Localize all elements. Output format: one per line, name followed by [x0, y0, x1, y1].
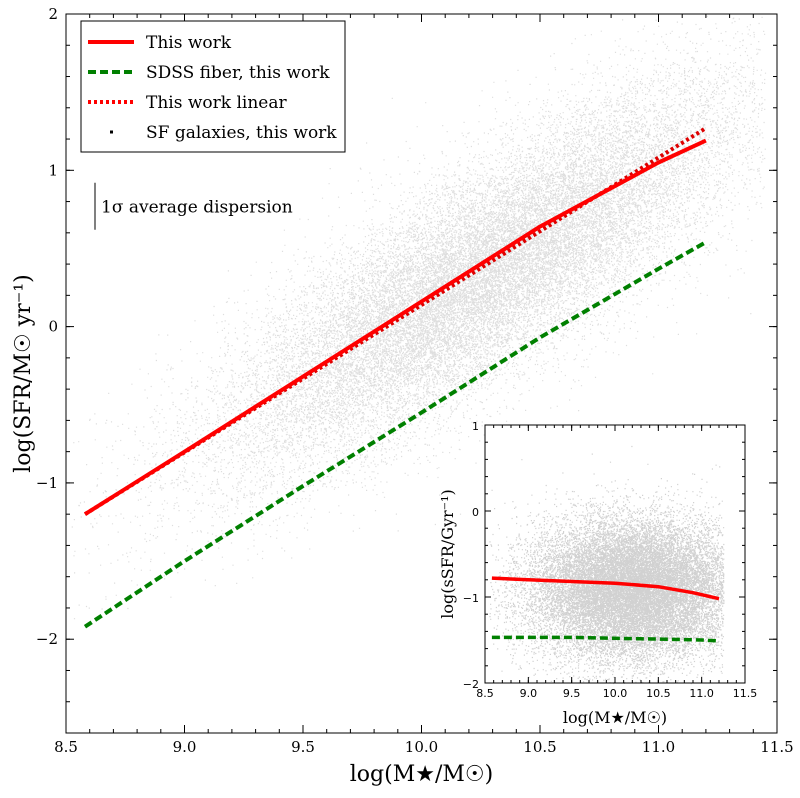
legend-marker: [110, 130, 113, 134]
main-panel: 8.5 9.0 9.5 10.0 10.5 11.0 11.5 −2 −1 0 1 2 log(M★/…: [11, 5, 794, 787]
main-x-tick-label: 11.0: [642, 738, 675, 756]
legend-label: This work: [146, 33, 232, 53]
legend-item-this-work: This work: [88, 33, 232, 53]
main-y-tick-label: −1: [36, 474, 58, 492]
inset-y-tick-label: −1: [463, 592, 479, 605]
legend: This work SDSS fiber, this work This work …: [80, 20, 346, 153]
main-x-tick-label: 9.0: [173, 738, 197, 756]
main-series-sdss-fiber-this-work: [83, 240, 707, 629]
main-scatter-cloud: [71, 15, 767, 620]
main-y-tick-label: 1: [48, 161, 58, 179]
inset-series-this-work: [491, 576, 720, 601]
inset-scatter-cloud: [489, 445, 725, 685]
inset-x-tick-label: 8.5: [476, 687, 494, 700]
main-series-lines: [83, 126, 707, 629]
main-y-axis-label: log(SFR/M☉ yr⁻¹): [11, 274, 36, 472]
inset-x-tick-label: 10.5: [646, 687, 671, 700]
legend-item-sdss-fiber-this-work: SDSS fiber, this work: [88, 63, 330, 83]
main-scatter-points: [71, 15, 767, 620]
dispersion-label: 1σ average dispersion: [101, 197, 293, 217]
main-x-tick-label: 9.5: [291, 738, 315, 756]
main-y-tick-label: 2: [48, 5, 58, 23]
main-x-tick-label: 8.5: [54, 738, 78, 756]
main-x-axis-label: log(M★/M☉): [350, 762, 493, 787]
main-axis-ticks: 8.5 9.0 9.5 10.0 10.5 11.0 11.5 −2 −1 0 1 2: [36, 5, 794, 756]
main-x-tick-label: 10.0: [405, 738, 438, 756]
inset-x-tick-label: 9.0: [520, 687, 538, 700]
legend-label: SDSS fiber, this work: [146, 63, 330, 83]
legend-label: SF galaxies, this work: [146, 123, 337, 143]
inset-axis-ticks: 8.5 9.0 9.5 10.0 10.5 11.0 11.5 −2 −1 0 1: [463, 420, 757, 700]
legend-item-this-work-linear: This work linear: [88, 93, 287, 113]
inset-y-tick-label: −2: [463, 678, 479, 691]
main-x-tick-label: 10.5: [523, 738, 556, 756]
inset-y-axis-label: log(sSFR/Gyr⁻¹): [438, 489, 457, 619]
inset-scatter-points: [489, 445, 725, 685]
main-y-tick-label: 0: [48, 318, 58, 336]
inset-series-lines: [491, 576, 720, 643]
main-x-tick-label: 11.5: [760, 738, 793, 756]
inset-y-tick-label: 0: [472, 506, 479, 519]
legend-item-sf-galaxies-this-work: SF galaxies, this work: [110, 123, 337, 143]
inset-x-tick-label: 9.5: [563, 687, 581, 700]
inset-panel: 8.5 9.0 9.5 10.0 10.5 11.0 11.5 −2 −1 0 1 log(M★/M…: [438, 420, 757, 727]
dispersion-annotation: 1σ average dispersion: [94, 182, 293, 230]
main-series-this-work: [83, 138, 707, 516]
main-y-tick-label: −2: [36, 630, 58, 648]
inset-x-tick-label: 11.0: [689, 687, 714, 700]
inset-y-tick-label: 1: [472, 420, 479, 433]
inset-x-tick-label: 11.5: [733, 687, 758, 700]
inset-x-axis-label: log(M★/M☉): [563, 708, 667, 727]
inset-x-tick-label: 10.0: [603, 687, 628, 700]
inset-series-sdss-fiber-this-work: [491, 635, 720, 643]
legend-label: This work linear: [146, 93, 287, 113]
